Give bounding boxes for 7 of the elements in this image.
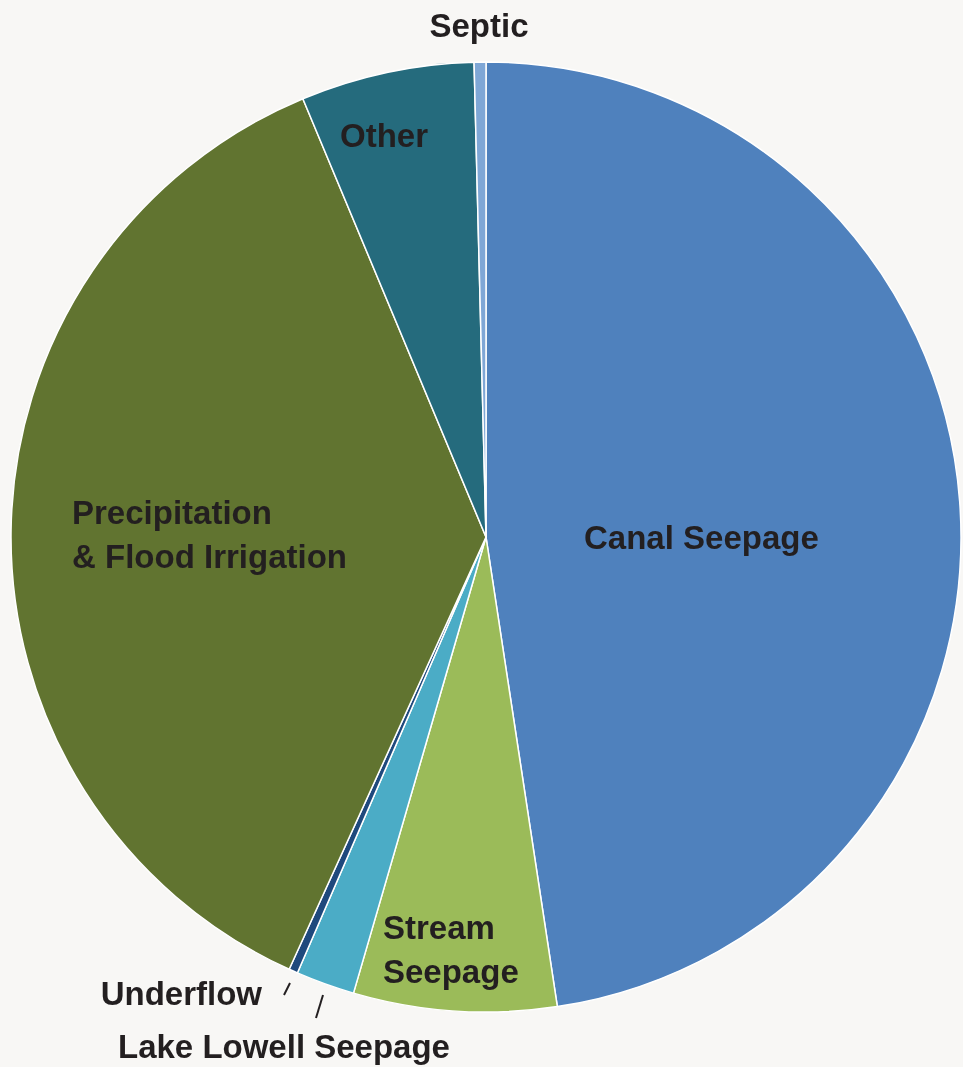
slice-label: Canal Seepage [584, 519, 819, 556]
slice-label: Lake Lowell Seepage [118, 1028, 450, 1065]
slice-label: Precipitation & Flood Irrigation [72, 494, 347, 575]
slice-label: Septic [429, 7, 529, 44]
slice-label: Underflow [100, 975, 263, 1012]
slice-label: Other [340, 117, 429, 154]
slice-label: Stream Seepage [383, 909, 519, 990]
